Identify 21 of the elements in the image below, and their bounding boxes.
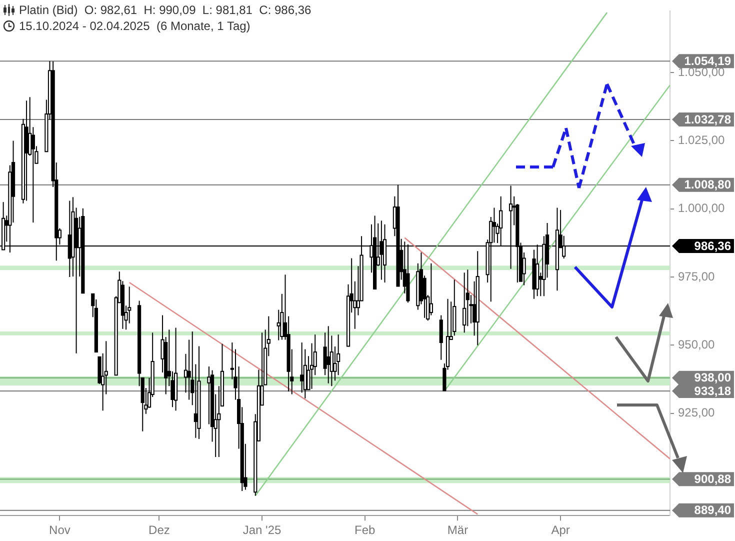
x-tick-label: Jan '25 [242,523,282,538]
y-tick-label: 1.000,00 [678,201,726,216]
x-tick-label: Feb [354,523,376,538]
y-tick-label: 1.025,00 [678,133,726,148]
ref-line-label: 1.032,78 [684,112,732,126]
ref-line-label: 900,88 [694,472,732,486]
chart-title: Platin (Bid) O: 982,61 H: 990,09 L: 981,81 C: 986,36 [19,2,312,18]
x-tick-label: Nov [49,523,70,538]
ref-line-label: 986,36 [694,238,732,253]
ref-line-label: 889,40 [694,503,732,518]
y-tick-label: 975,00 [678,269,716,284]
y-tick-label: 925,00 [678,406,716,420]
x-tick-label: Mär [447,523,468,538]
x-tick-label: Dez [148,523,170,538]
ref-line-label: 933,18 [694,384,732,398]
y-tick-label: 950,00 [678,338,716,352]
ref-line-label: 1.008,80 [684,178,732,192]
x-tick-label: Apr [551,523,570,538]
text: 15.10.2024 - 02.04.2025 (6 Monate, 1 Tag) [19,18,250,34]
ref-line-label: 938,00 [694,370,732,385]
ref-line-label: 1.054,19 [684,54,732,68]
